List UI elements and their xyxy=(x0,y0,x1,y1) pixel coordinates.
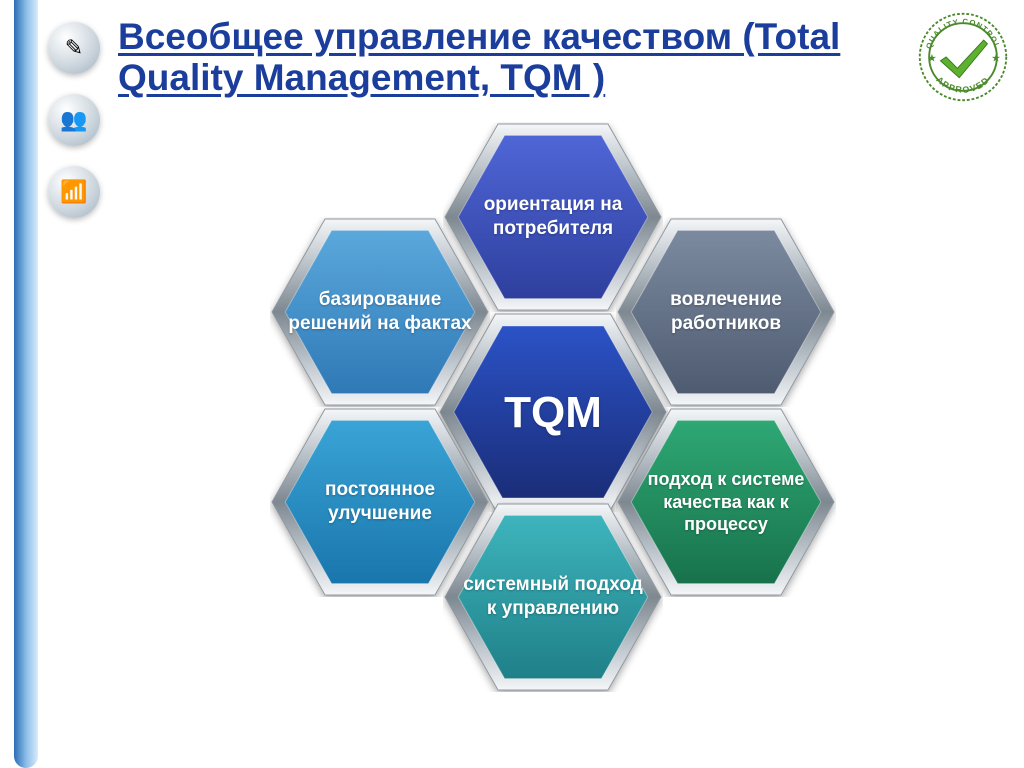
svg-text:★: ★ xyxy=(927,54,936,65)
stamp-bottom-text: APPROVED xyxy=(934,75,991,95)
stairs-icon: 📶 xyxy=(48,166,100,218)
svg-text:★: ★ xyxy=(991,54,1000,65)
hex-label-center: TQM xyxy=(490,385,616,440)
hex-top-left: базирование решений на фактах xyxy=(270,217,490,407)
hex-label-bottom-right: подход к системе качества как к процессу xyxy=(616,468,836,536)
hex-label-top-left: базирование решений на фактах xyxy=(270,288,490,336)
hex-label-top-right: вовлечение работников xyxy=(616,288,836,336)
people-icon: 👥 xyxy=(48,94,100,146)
pencil-icon: ✎ xyxy=(48,22,100,74)
tqm-hex-diagram: TQM ориентация на потребителя xyxy=(170,102,930,742)
approved-stamp-icon: QUALITY CONTROL APPROVED ★ ★ xyxy=(916,10,1010,104)
hex-label-top: ориентация на потребителя xyxy=(443,193,663,241)
page-title: Всеобщее управление качеством (Total Qua… xyxy=(118,16,904,99)
stamp-top-text: QUALITY CONTROL xyxy=(924,17,1002,50)
hex-top-right: вовлечение работников xyxy=(616,217,836,407)
left-accent-bar xyxy=(14,0,38,768)
side-icon-column: ✎ 👥 📶 xyxy=(48,22,100,218)
hex-label-bottom-left: постоянное улучшение xyxy=(270,478,490,526)
hex-label-bottom: системный подход к управлению xyxy=(443,573,663,621)
svg-text:QUALITY CONTROL: QUALITY CONTROL xyxy=(924,17,1002,50)
svg-text:APPROVED: APPROVED xyxy=(934,75,991,95)
